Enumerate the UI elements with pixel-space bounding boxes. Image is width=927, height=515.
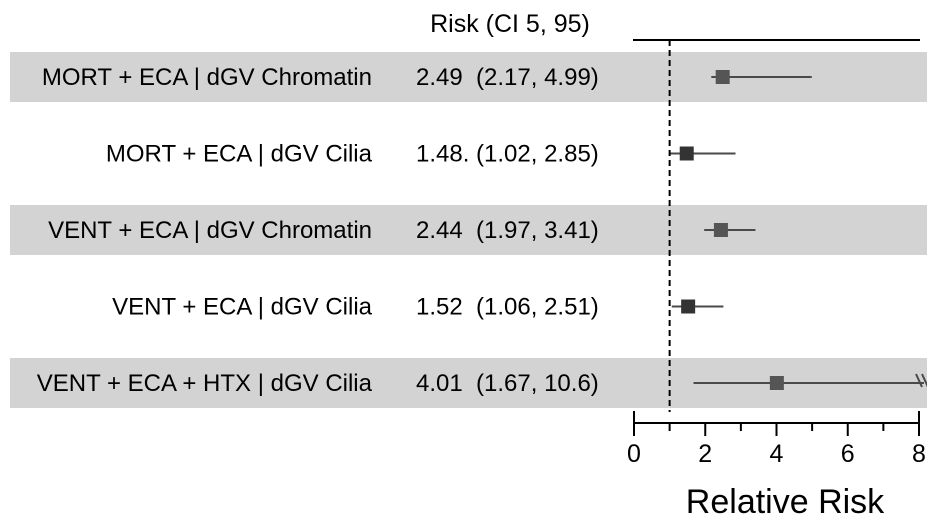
row-label: VENT + ECA | dGV Chromatin: [48, 217, 372, 244]
x-axis: 0 2 4 6 8: [627, 411, 926, 468]
row-ci-text: 2.49 (2.17, 4.99): [416, 64, 599, 91]
row-label: VENT + ECA + HTX | dGV Cilia: [37, 370, 373, 397]
estimate-marker: [679, 146, 694, 161]
row-ci-text: 2.44 (1.97, 3.41): [416, 217, 599, 244]
x-tick-label: 4: [770, 440, 784, 468]
x-tick-label: 6: [841, 440, 855, 468]
row-label: MORT + ECA | dGV Chromatin: [42, 64, 372, 91]
column-header: Risk (CI 5, 95): [430, 10, 590, 38]
x-tick-label: 0: [627, 440, 641, 468]
row-ci-text: 1.52 (1.06, 2.51): [416, 294, 599, 321]
x-axis-label: Relative Risk: [686, 483, 885, 515]
estimate-marker: [681, 299, 696, 314]
row-band: [10, 205, 927, 255]
estimate-marker: [769, 376, 784, 390]
x-tick-label: 2: [698, 440, 712, 468]
row-ci-text: 4.01 (1.67, 10.6): [416, 370, 599, 397]
truncation-mark: [915, 373, 927, 388]
row-label: VENT + ECA | dGV Cilia: [112, 294, 373, 321]
rows-group: MORT + ECA | dGV Chromatin 2.49 (2.17, 4.…: [37, 64, 927, 397]
row-ci-text: 1.48. (1.02, 2.85): [416, 141, 599, 168]
estimate-marker: [713, 223, 728, 237]
estimate-marker: [715, 70, 730, 84]
x-tick-label: 8: [912, 440, 926, 468]
row-label: MORT + ECA | dGV Cilia: [106, 141, 373, 168]
